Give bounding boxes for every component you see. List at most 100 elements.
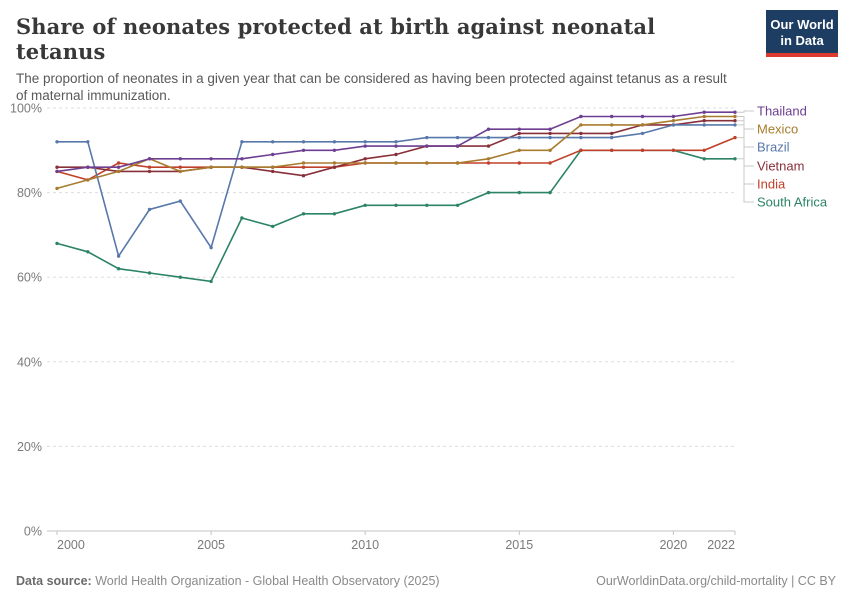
- data-point-thailand: [209, 157, 213, 161]
- data-point-vietnam: [55, 165, 59, 169]
- data-point-south-africa: [702, 157, 706, 161]
- data-point-vietnam: [147, 169, 152, 174]
- data-point-thailand: [702, 110, 706, 114]
- owid-logo-line1: Our World: [770, 17, 834, 32]
- data-point-south-africa: [147, 271, 152, 275]
- data-point-vietnam: [702, 119, 706, 123]
- data-point-brazil: [55, 140, 59, 144]
- data-point-vietnam: [733, 119, 737, 123]
- data-point-vietnam: [486, 144, 491, 148]
- data-point-india: [116, 161, 121, 165]
- data-source: Data source: World Health Organization -…: [16, 574, 440, 588]
- chart-header: Share of neonates protected at birth aga…: [16, 14, 750, 105]
- data-point-mexico: [671, 119, 676, 123]
- legend-label-south-africa[interactable]: South Africa: [757, 195, 828, 210]
- data-point-south-africa: [178, 275, 182, 279]
- data-point-mexico: [363, 161, 367, 165]
- y-axis-label: 40%: [17, 355, 42, 369]
- data-point-south-africa: [363, 203, 367, 207]
- data-point-mexico: [425, 161, 429, 165]
- data-point-south-africa: [209, 279, 213, 284]
- data-point-mexico: [610, 123, 614, 127]
- x-axis-label: 2020: [659, 538, 687, 552]
- data-point-thailand: [640, 114, 645, 119]
- data-point-india: [517, 161, 521, 165]
- data-point-india: [579, 148, 583, 152]
- data-point-brazil: [671, 123, 676, 127]
- data-point-vietnam: [301, 174, 306, 178]
- data-point-mexico: [332, 161, 337, 165]
- legend-label-vietnam[interactable]: Vietnam: [757, 159, 804, 174]
- data-point-thailand: [394, 144, 398, 148]
- data-point-brazil: [86, 140, 90, 144]
- data-point-south-africa: [86, 250, 90, 254]
- data-point-vietnam: [517, 131, 521, 136]
- x-axis-label: 2015: [505, 538, 533, 552]
- data-point-vietnam: [394, 152, 398, 157]
- y-axis-label: 80%: [17, 186, 42, 200]
- data-point-brazil: [116, 254, 121, 258]
- data-point-vietnam: [271, 169, 275, 174]
- data-point-india: [733, 135, 737, 140]
- legend-connector: [737, 116, 754, 130]
- owid-logo-line2: in Data: [780, 32, 824, 48]
- data-point-south-africa: [301, 212, 306, 216]
- legend-label-mexico[interactable]: Mexico: [757, 122, 798, 137]
- data-point-brazil: [240, 140, 244, 144]
- data-point-vietnam: [363, 157, 367, 161]
- data-point-south-africa: [332, 212, 337, 216]
- data-point-mexico: [301, 161, 306, 165]
- data-point-india: [702, 148, 706, 152]
- data-point-brazil: [209, 245, 213, 250]
- owid-logo[interactable]: Our World in Data: [766, 10, 838, 58]
- data-point-brazil: [579, 135, 583, 140]
- data-point-thailand: [548, 127, 552, 131]
- y-axis-label: 100%: [10, 102, 42, 116]
- y-axis-label: 20%: [17, 440, 42, 454]
- data-point-south-africa: [425, 203, 429, 207]
- series-line-south-africa[interactable]: [56, 149, 735, 283]
- data-point-india: [486, 161, 491, 165]
- data-point-mexico: [271, 165, 275, 169]
- data-point-thailand: [332, 148, 337, 152]
- data-point-south-africa: [116, 267, 121, 271]
- data-point-india: [301, 165, 306, 169]
- legend-label-brazil[interactable]: Brazil: [757, 140, 790, 155]
- data-point-brazil: [363, 140, 367, 144]
- license-badge: | CC BY: [787, 574, 836, 588]
- data-point-mexico: [579, 123, 583, 127]
- data-point-thailand: [55, 169, 59, 174]
- data-point-brazil: [301, 140, 306, 144]
- legend-label-thailand[interactable]: Thailand: [757, 104, 807, 119]
- footer-right: OurWorldinData.org/child-mortality | CC …: [596, 574, 836, 588]
- data-point-south-africa: [455, 203, 460, 207]
- page-title: Share of neonates protected at birth aga…: [16, 14, 656, 64]
- data-point-brazil: [640, 131, 645, 136]
- data-point-thailand: [147, 157, 152, 161]
- data-point-india: [671, 148, 676, 152]
- data-point-thailand: [610, 114, 614, 119]
- data-point-thailand: [86, 165, 90, 169]
- data-point-brazil: [517, 135, 521, 140]
- data-point-south-africa: [394, 203, 398, 207]
- data-point-brazil: [271, 140, 275, 144]
- data-point-brazil: [178, 199, 182, 203]
- data-point-mexico: [209, 165, 213, 169]
- data-point-thailand: [116, 165, 121, 169]
- data-point-thailand: [455, 144, 460, 148]
- data-source-label: Data source:: [16, 574, 92, 588]
- data-point-thailand: [178, 157, 182, 161]
- data-source-text: World Health Organization - Global Healt…: [91, 574, 440, 588]
- data-point-thailand: [671, 114, 676, 119]
- owid-link[interactable]: OurWorldinData.org/child-mortality: [596, 574, 788, 588]
- data-point-mexico: [702, 114, 706, 119]
- data-point-mexico: [116, 169, 121, 174]
- data-point-brazil: [394, 140, 398, 144]
- legend-label-india[interactable]: India: [757, 177, 786, 192]
- data-point-south-africa: [733, 157, 737, 161]
- data-point-brazil: [702, 123, 706, 127]
- data-point-brazil: [610, 135, 614, 140]
- data-point-brazil: [733, 123, 737, 127]
- data-point-thailand: [363, 144, 367, 148]
